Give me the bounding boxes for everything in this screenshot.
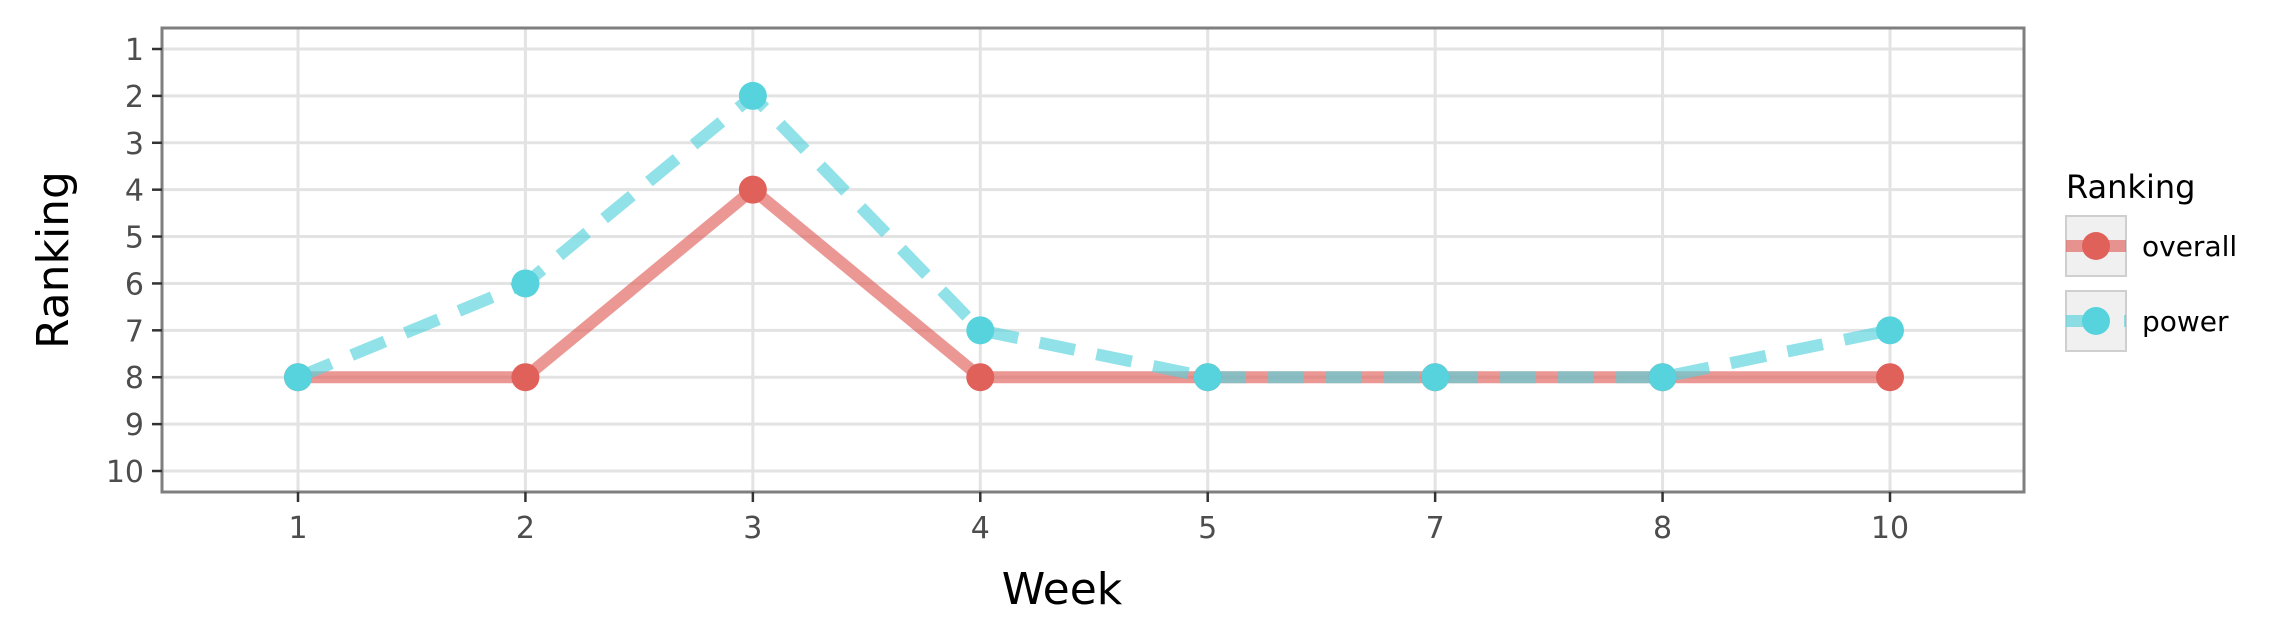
x-tick-label: 1 xyxy=(288,511,307,546)
data-point-overall xyxy=(966,363,995,392)
legend-label-overall: overall xyxy=(2142,230,2237,263)
gridlines xyxy=(162,28,2024,492)
y-tick-label: 2 xyxy=(125,80,144,115)
y-tick-label: 5 xyxy=(125,221,144,256)
data-point-overall xyxy=(511,363,540,392)
legend-title: Ranking xyxy=(2066,168,2195,206)
y-axis-title: Ranking xyxy=(28,171,79,349)
series-lines xyxy=(295,87,1892,384)
x-tick-label: 5 xyxy=(1198,511,1217,546)
series-line-power xyxy=(295,87,1892,384)
plot-border xyxy=(160,26,2026,494)
y-tick-label: 3 xyxy=(125,127,144,162)
x-tick-label: 7 xyxy=(1426,511,1445,546)
data-point-overall xyxy=(738,175,767,204)
x-tick-label: 8 xyxy=(1653,511,1672,546)
data-point-power xyxy=(1648,363,1677,392)
series-points xyxy=(284,81,1904,392)
data-point-power xyxy=(1876,316,1904,345)
data-point-overall xyxy=(1876,363,1904,392)
y-axis: 1 2 3 4 5 6 7 8 9 10 xyxy=(106,33,162,490)
legend-key-point-power xyxy=(2082,307,2110,335)
data-point-power xyxy=(284,363,312,392)
legend-label-power: power xyxy=(2142,305,2229,338)
legend-key-point-overall xyxy=(2082,232,2110,260)
data-point-power xyxy=(966,316,995,345)
y-tick-label: 10 xyxy=(106,455,144,490)
data-point-power xyxy=(511,269,540,298)
x-tick-label: 2 xyxy=(516,511,535,546)
x-axis: 1 2 3 4 5 7 8 10 xyxy=(288,492,1909,546)
x-axis-title: Week xyxy=(1002,564,1123,615)
y-tick-label: 1 xyxy=(125,33,144,68)
plot-panel xyxy=(162,28,2024,492)
y-tick-label: 9 xyxy=(125,408,144,443)
x-tick-label: 4 xyxy=(971,511,990,546)
x-tick-label: 10 xyxy=(1871,511,1909,546)
legend: Ranking overall power xyxy=(2065,168,2237,352)
y-tick-label: 6 xyxy=(125,267,144,302)
y-tick-label: 7 xyxy=(125,314,144,349)
data-point-power xyxy=(1421,363,1450,392)
x-tick-label: 3 xyxy=(743,511,762,546)
data-point-power xyxy=(1193,363,1222,392)
y-tick-label: 4 xyxy=(125,174,144,209)
data-point-power xyxy=(738,81,767,110)
y-tick-label: 8 xyxy=(125,361,144,396)
